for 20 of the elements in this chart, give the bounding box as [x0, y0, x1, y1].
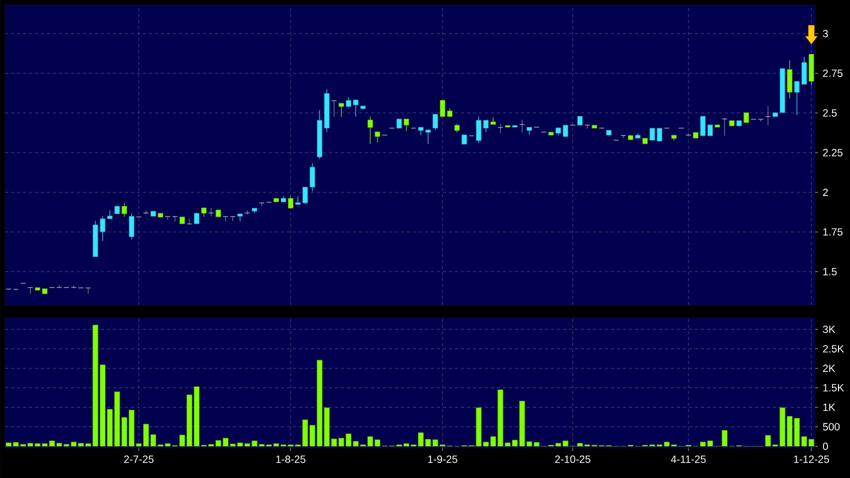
x-tick-label: 2-7-25: [124, 456, 154, 463]
y-tick-label: 2.5K: [823, 345, 844, 353]
y-tick-label: 2: [823, 188, 828, 196]
x-tick-label: 1-9-25: [428, 456, 458, 463]
y-tick-label: 0: [822, 442, 828, 450]
x-tick-label: 1-12-25: [794, 456, 830, 463]
y-tick-label: 2.75: [823, 70, 843, 77]
y-tick-label: 1.5: [823, 268, 837, 276]
y-tick-label: 1K: [823, 404, 836, 411]
y-tick-label: 3: [822, 30, 828, 38]
y-tick-label: 3K: [822, 326, 836, 334]
y-tick-label: 500: [822, 423, 840, 431]
x-tick-label: 2-10-25: [555, 456, 590, 463]
x-tick-label: 4-11-25: [670, 456, 706, 463]
y-tick-label: 2.5: [823, 109, 837, 117]
y-tick-label: 1.75: [823, 228, 843, 236]
y-tick-label: 2K: [823, 364, 836, 372]
y-tick-label: 1.5K: [823, 384, 844, 392]
x-tick-label: 1-8-25: [276, 456, 306, 463]
y-tick-label: 2.25: [823, 148, 843, 156]
